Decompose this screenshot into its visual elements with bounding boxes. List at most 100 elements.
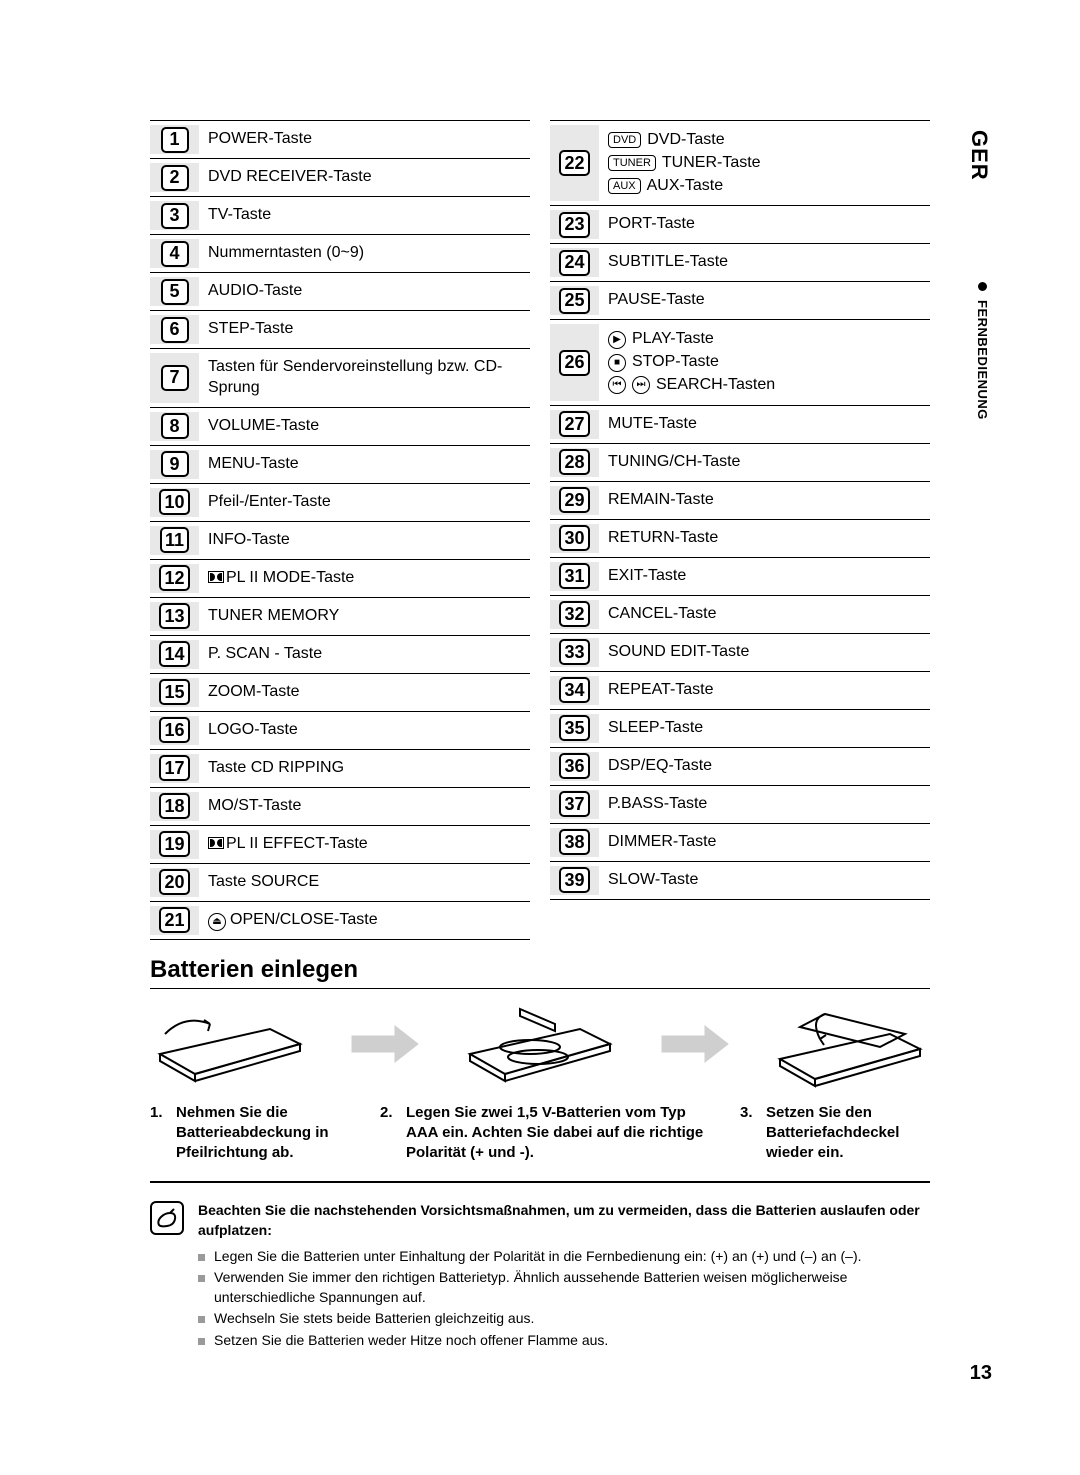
diagram-replace-cover (770, 999, 930, 1089)
number-cell: 37 (550, 790, 600, 819)
label-cell: STEP-Taste (200, 315, 530, 344)
table-row: 1 POWER-Taste (150, 121, 530, 159)
symbol-icon: ■ (608, 354, 626, 372)
label-cell: DSP/EQ-Taste (600, 752, 930, 781)
number-cell: 31 (550, 562, 600, 591)
table-row: 29 REMAIN-Taste (550, 482, 930, 520)
label-cell: VOLUME-Taste (200, 412, 530, 441)
number-cell: 25 (550, 286, 600, 315)
step-text: Setzen Sie den Batteriefachdeckel wieder… (766, 1103, 930, 1164)
label-cell: ZOOM-Taste (200, 678, 530, 707)
diagram-insert-batteries (460, 999, 620, 1089)
item-number: 3 (161, 203, 189, 229)
note-item: Setzen Sie die Batterien weder Hitze noc… (198, 1331, 930, 1351)
number-cell: 8 (150, 412, 200, 441)
label-cell: Taste SOURCE (200, 868, 530, 897)
number-cell: 6 (150, 315, 200, 344)
label-cell: ⏏OPEN/CLOSE-Taste (200, 906, 530, 935)
dolby-icon (208, 837, 224, 849)
table-row: 38DIMMER-Taste (550, 824, 930, 862)
number-cell: 30 (550, 524, 600, 553)
label-cell: PAUSE-Taste (600, 286, 930, 315)
item-number: 35 (559, 715, 589, 741)
number-cell: 11 (150, 526, 200, 555)
symbol-icon: ▶ (608, 331, 626, 349)
item-number: 36 (559, 753, 589, 779)
number-cell: 1 (150, 125, 200, 154)
item-label: MENU-Taste (208, 455, 299, 472)
item-label: Tasten für Sendervoreinstellung bzw. CD-… (208, 358, 502, 396)
table-row: 5AUDIO-Taste (150, 273, 530, 311)
item-label: POWER-Taste (208, 130, 312, 147)
label-cell: AUDIO-Taste (200, 277, 530, 306)
table-row: 33SOUND EDIT-Taste (550, 634, 930, 672)
table-row: 6 STEP-Taste (150, 311, 530, 349)
item-number: 32 (559, 601, 589, 627)
table-row: 23 PORT-Taste (550, 206, 930, 244)
label-cell: CANCEL-Taste (600, 600, 930, 629)
label-cell: MO/ST-Taste (200, 792, 530, 821)
label-cell: POWER-Taste (200, 125, 530, 154)
sub-row: TUNER TUNER-Taste (608, 152, 922, 175)
table-row: 26▶PLAY-Taste■STOP-Taste⏮⏭SEARCH-Tasten (550, 320, 930, 405)
label-cell: P. SCAN - Taste (200, 640, 530, 669)
symbol-icon: ⏭ (632, 376, 650, 394)
diagram-remove-cover (150, 999, 310, 1089)
number-cell: 7 (150, 353, 200, 403)
number-cell: 2 (150, 163, 200, 192)
item-number: 1 (161, 127, 189, 153)
note-intro: Beachten Sie die nachstehenden Vorsichts… (198, 1201, 930, 1240)
sub-row: ▶PLAY-Taste (608, 328, 922, 351)
item-number: 27 (559, 411, 589, 437)
table-row: 9MENU-Taste (150, 446, 530, 484)
item-label: TUNER-Taste (662, 153, 761, 174)
table-row: 34REPEAT-Taste (550, 672, 930, 710)
number-cell: 3 (150, 201, 200, 230)
note-item: Wechseln Sie stets beide Batterien gleic… (198, 1309, 930, 1329)
number-cell: 39 (550, 866, 600, 895)
label-cell: Taste CD RIPPING (200, 754, 530, 783)
item-number: 17 (159, 755, 189, 781)
item-label: PORT-Taste (608, 215, 695, 232)
number-cell: 23 (550, 210, 600, 239)
label-cell: MENU-Taste (200, 450, 530, 479)
label-cell: SLOW-Taste (600, 866, 930, 895)
number-cell: 14 (150, 640, 200, 669)
table-row: 18MO/ST-Taste (150, 788, 530, 826)
number-cell: 21 (150, 906, 200, 935)
step-1: 1. Nehmen Sie die Batterieabdeckung in P… (150, 1103, 350, 1164)
item-label: OPEN/CLOSE-Taste (230, 911, 378, 928)
item-number: 6 (161, 317, 189, 343)
item-label: P.BASS-Taste (608, 795, 707, 812)
number-cell: 32 (550, 600, 600, 629)
note-list: Legen Sie die Batterien unter Einhaltung… (198, 1247, 930, 1351)
label-cell: Pfeil-/Enter-Taste (200, 488, 530, 517)
item-label: TUNER MEMORY (208, 607, 339, 624)
item-label: TV-Taste (208, 206, 271, 223)
table-row: 35SLEEP-Taste (550, 710, 930, 748)
item-label: RETURN-Taste (608, 529, 718, 546)
sub-row: ⏮⏭SEARCH-Tasten (608, 374, 922, 397)
table-row: 19PL II EFFECT-Taste (150, 826, 530, 864)
table-row: 7Tasten für Sendervoreinstellung bzw. CD… (150, 349, 530, 408)
dolby-icon (208, 571, 224, 583)
item-label: CANCEL-Taste (608, 605, 716, 622)
item-label: AUDIO-Taste (208, 282, 302, 299)
sub-row: DVDDVD-Taste (608, 129, 922, 152)
label-cell: MUTE-Taste (600, 410, 930, 439)
mode-badge: AUX (608, 178, 641, 194)
label-cell: DVDDVD-TasteTUNERTUNER-TasteAUXAUX-Taste (600, 125, 930, 201)
table-row: 13TUNER MEMORY (150, 598, 530, 636)
mode-badge: TUNER (608, 155, 656, 171)
number-cell: 26 (550, 324, 600, 400)
item-label: REPEAT-Taste (608, 681, 714, 698)
label-cell: REMAIN-Taste (600, 486, 930, 515)
item-label: ZOOM-Taste (208, 683, 300, 700)
arrow-icon (350, 1024, 420, 1064)
step-number: 2. (380, 1103, 398, 1164)
label-cell: P.BASS-Taste (600, 790, 930, 819)
number-cell: 19 (150, 830, 200, 859)
label-cell: REPEAT-Taste (600, 676, 930, 705)
mode-badge: DVD (608, 132, 641, 148)
item-number: 29 (559, 487, 589, 513)
